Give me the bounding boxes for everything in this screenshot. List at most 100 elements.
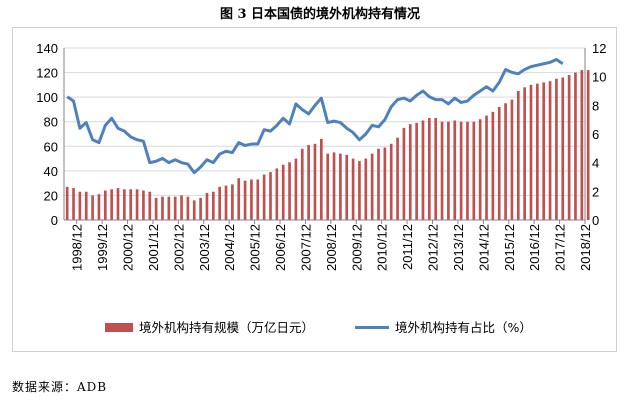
bar [491,111,495,220]
bar [78,191,82,220]
bar [459,121,463,220]
x-tick-label: 2004/12 [222,224,237,271]
bar [319,138,323,220]
bar [224,185,228,220]
bar [523,87,526,220]
bar [281,164,285,220]
bar [472,121,476,220]
bar [339,153,342,220]
y-left-tick-label: 80 [44,115,58,130]
bar [218,186,221,220]
bar [529,84,533,220]
bar [135,189,139,220]
bar [383,147,387,220]
bar [167,196,171,220]
x-tick-label: 2016/12 [527,224,542,271]
bar [377,148,380,220]
y-right-tick-label: 0 [592,213,599,228]
bar [110,189,113,220]
x-tick-label: 2005/12 [248,224,263,271]
y-right-tick-label: 10 [592,70,606,85]
y-right-tick-label: 12 [592,41,606,56]
bar [211,191,215,220]
y-left-tick-label: 0 [51,213,58,228]
bar [269,172,272,220]
bar [231,184,234,220]
y-left-tick-label: 100 [36,90,58,105]
bar-series [65,70,590,221]
axes: 0 20 40 60 80 100 120 140 0 2 4 6 8 10 12 1998/12 1999/1… [36,41,606,271]
x-tick-label: 2007/12 [298,224,313,271]
bar [516,91,520,220]
bar [567,75,571,221]
y-left-tick-label: 120 [36,66,58,81]
x-tick-label: 2011/12 [400,224,415,270]
bar [72,188,75,220]
bar [250,179,253,220]
bar [142,190,145,220]
bar [345,154,349,220]
chart-frame: 0 20 40 60 80 100 120 140 0 2 4 6 8 10 12 1998/12 1999/1… [12,27,617,352]
bar [313,143,317,220]
x-tick-label: 2009/12 [349,224,364,271]
bar [440,121,444,220]
bar [294,158,298,220]
bar [447,121,450,220]
bar [307,145,310,220]
bar [389,143,393,220]
bar [129,189,133,220]
legend-bar-swatch [105,323,133,332]
bar [262,174,266,220]
bar [326,153,330,220]
legend-line-label: 境外机构持有占比（%） [395,320,532,335]
x-tick-label: 2018/12 [578,224,593,271]
bar [396,137,399,220]
bar [275,168,279,220]
bar [288,162,291,220]
bar [536,83,539,220]
bar [148,191,152,220]
x-tick-label: 2001/12 [146,224,161,271]
bar [199,197,202,220]
x-tick-label: 2013/12 [451,224,466,271]
source-note: 数据来源：ADB [12,380,108,394]
bar [84,191,88,220]
bar [485,115,488,220]
bar [370,153,374,220]
bar [478,119,482,220]
bar [65,186,69,220]
bar [154,197,158,220]
x-tick-label: 2008/12 [324,224,339,271]
bar [237,178,241,220]
x-tick-label: 1998/12 [70,224,85,271]
y-right-tick-label: 2 [592,184,599,199]
bar [555,78,558,220]
bar [256,179,260,220]
x-tick-label: 2000/12 [121,224,136,271]
bar [161,196,164,220]
y-right-tick-label: 6 [592,127,599,142]
y-left-tick-label: 40 [44,164,58,179]
share-line [66,57,564,175]
bar [351,158,355,220]
bar [497,106,501,220]
x-tick-label: 2012/12 [426,224,441,271]
legend-bar-label: 境外机构持有规模（万亿日元） [139,320,314,335]
bar [173,196,177,220]
x-tick-label: 2015/12 [502,224,517,271]
y-left-tick-label: 140 [36,41,58,56]
combo-chart: 0 20 40 60 80 100 120 140 0 2 4 6 8 10 12 1998/12 1999/1… [36,41,606,335]
bar [574,72,577,220]
x-tick-label: 2014/12 [476,224,491,271]
bar [408,124,412,220]
y-left-tick-label: 20 [44,188,58,203]
bar [561,77,565,220]
x-tick-label: 2003/12 [197,224,212,271]
bar [453,120,457,220]
x-tick-label: 2006/12 [273,224,288,271]
x-tick-label: 1999/12 [95,224,110,271]
bar [548,81,552,220]
bar [103,190,107,220]
bar [586,70,590,220]
bar [466,121,469,220]
